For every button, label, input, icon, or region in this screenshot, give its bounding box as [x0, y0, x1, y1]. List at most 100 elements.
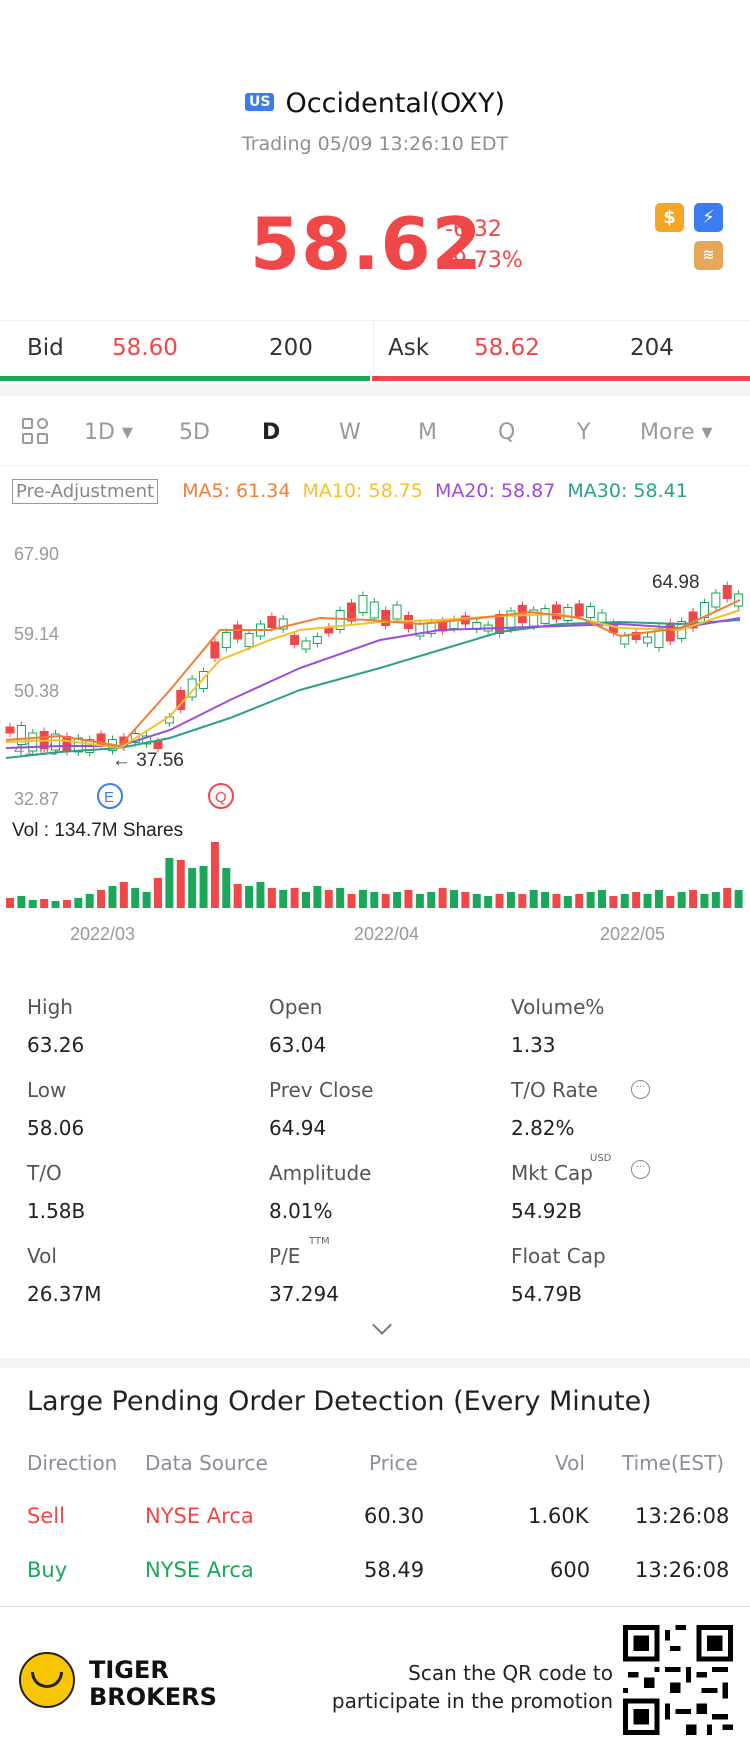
- order-source: NYSE Arca: [145, 1504, 254, 1528]
- stat-pe: P/E 37.294: [269, 1244, 339, 1306]
- candle: [506, 610, 516, 630]
- candle: [358, 595, 368, 613]
- y-tick-label: 32.87: [14, 789, 59, 809]
- qr-code-icon[interactable]: [623, 1625, 733, 1735]
- volume-bar: [598, 890, 606, 908]
- stat-to-rate: T/O Rate 2.82%: [511, 1078, 598, 1140]
- candle: [335, 610, 345, 630]
- tab-5d[interactable]: 5D: [179, 420, 210, 445]
- pre-adjustment-toggle[interactable]: Pre-Adjustment: [12, 479, 159, 504]
- ma5-value: MA5: 61.34: [182, 480, 291, 502]
- col-price: Price: [369, 1451, 418, 1475]
- flash-icon[interactable]: ⚡: [694, 203, 723, 232]
- stat-amplitude: Amplitude 8.01%: [269, 1161, 372, 1223]
- candle: [665, 622, 675, 642]
- bid-label: Bid: [27, 335, 64, 361]
- trading-status: Trading 05/09 13:26:10 EDT: [241, 133, 509, 155]
- volume-bar: [666, 896, 675, 908]
- stat-vol: Vol 26.37M: [27, 1244, 102, 1306]
- volume-bar: [176, 860, 185, 908]
- volume-bar: [17, 896, 26, 908]
- volume-bar: [40, 899, 49, 908]
- earnings-marker[interactable]: E: [97, 783, 123, 809]
- candlestick-chart[interactable]: 67.90 59.14 50.38 41.63 32.87 64.98 ← 37…: [0, 530, 750, 950]
- tab-w[interactable]: W: [339, 420, 361, 445]
- volume-bar: [632, 892, 641, 908]
- ask-label: Ask: [388, 335, 430, 361]
- candle: [381, 610, 391, 626]
- change-percent: -9.73%: [445, 248, 523, 273]
- more-info-icon[interactable]: ···: [631, 1160, 650, 1179]
- volume-label: Vol : 134.7M Shares: [12, 820, 183, 841]
- change-value: -6.32: [445, 217, 502, 242]
- expand-chevron-icon[interactable]: [372, 1315, 392, 1335]
- y-tick-label: 67.90: [14, 544, 59, 564]
- volume-bar: [28, 900, 37, 908]
- volume-bar: [677, 892, 686, 908]
- tab-q[interactable]: Q: [498, 420, 516, 445]
- volume-bar: [700, 894, 709, 908]
- stat-volume-pct: Volume% 1.33: [511, 995, 605, 1057]
- volume-bar: [210, 842, 219, 908]
- volume-bar: [404, 890, 413, 908]
- high-annotation: 64.98: [652, 572, 700, 593]
- volume-bar: [620, 894, 629, 908]
- candle: [233, 624, 243, 640]
- volume-bar: [131, 888, 140, 908]
- stack-icon[interactable]: ≋: [694, 241, 723, 270]
- volume-bar: [222, 868, 231, 908]
- tab-m[interactable]: M: [418, 420, 437, 445]
- order-vol: 600: [550, 1558, 591, 1582]
- volume-bar: [199, 866, 208, 908]
- svg-text:Q: Q: [215, 789, 227, 806]
- tab-1d[interactable]: 1D ▾: [84, 420, 133, 445]
- volume-bar: [450, 890, 458, 908]
- stock-title: Occidental(OXY): [285, 88, 506, 119]
- stat-turnover: T/O 1.58B: [27, 1161, 86, 1223]
- stat-low: Low 58.06: [27, 1078, 85, 1140]
- period-tabs: 1D ▾ 5D D W M Q Y More ▾: [0, 396, 750, 466]
- volume-bar: [461, 892, 470, 908]
- more-info-icon[interactable]: ···: [631, 1080, 650, 1099]
- volume-bar: [723, 888, 732, 908]
- candle: [540, 608, 550, 624]
- volume-bar: [108, 886, 117, 908]
- volume-bar: [586, 892, 595, 908]
- low-annotation: ← 37.56: [112, 750, 184, 771]
- volume-bar: [358, 890, 367, 908]
- candle: [620, 635, 630, 645]
- grid-icon[interactable]: [22, 418, 50, 446]
- volume-bar: [85, 894, 94, 908]
- ma20-line: [5, 617, 741, 749]
- volume-bar: [324, 890, 333, 908]
- volume-bar: [472, 894, 481, 908]
- quarterly-report-marker[interactable]: Q: [208, 783, 234, 809]
- bid-ask-divider: [373, 320, 374, 376]
- stat-mkt-cap: Mkt Cap 54.92B: [511, 1161, 593, 1223]
- x-tick-label: 2022/03: [70, 924, 135, 944]
- volume-bar: [256, 882, 265, 908]
- dollar-coin-icon[interactable]: $: [655, 203, 684, 232]
- tab-more[interactable]: More ▾: [640, 420, 713, 445]
- volume-bar: [393, 892, 402, 908]
- section-gap: [0, 1358, 750, 1368]
- volume-bar: [575, 894, 584, 908]
- tab-y[interactable]: Y: [577, 420, 591, 445]
- quote-header: US Occidental(OXY) Trading 05/09 13:26:1…: [0, 0, 750, 320]
- volume-bar: [347, 894, 356, 908]
- candle: [597, 612, 607, 624]
- svg-text:E: E: [104, 789, 114, 806]
- volume-bar: [62, 900, 71, 908]
- ask-price: 58.62: [474, 335, 540, 361]
- volume-bar: [279, 890, 288, 908]
- volume-bar: [6, 898, 14, 908]
- ask-strength-bar: [372, 376, 750, 381]
- volume-bar: [165, 858, 174, 908]
- order-vol: 1.60K: [528, 1504, 589, 1528]
- candle: [153, 741, 163, 749]
- mkt-cap-currency: USD: [590, 1153, 612, 1164]
- volume-bar: [267, 888, 276, 908]
- tab-d[interactable]: D: [262, 420, 281, 445]
- pe-ttm-tag: TTM: [309, 1236, 330, 1247]
- ma5-line: [5, 599, 741, 748]
